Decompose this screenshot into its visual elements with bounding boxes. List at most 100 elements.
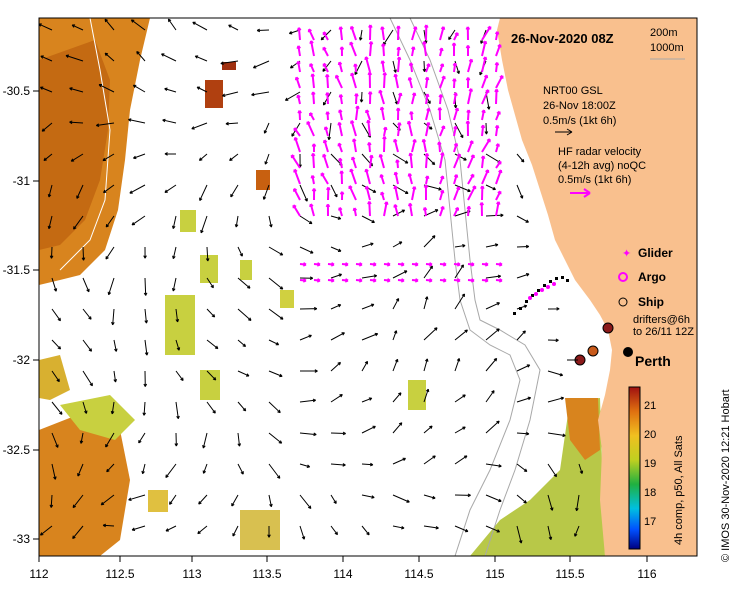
current-arrow	[106, 463, 115, 473]
current-arrow	[299, 246, 314, 254]
current-arrow	[41, 122, 53, 132]
current-arrow	[448, 29, 456, 41]
current-arrow	[516, 244, 530, 249]
current-arrow	[51, 370, 60, 383]
current-arrow	[237, 308, 252, 321]
current-arrow	[39, 86, 53, 93]
current-arrow	[309, 112, 315, 121]
perth-marker	[623, 347, 633, 357]
current-arrow	[330, 431, 346, 436]
current-arrow	[299, 276, 314, 281]
current-arrow	[467, 154, 475, 169]
current-arrow	[175, 339, 181, 351]
current-arrow	[110, 401, 115, 415]
current-arrow	[167, 18, 177, 31]
current-arrow	[82, 308, 92, 320]
current-arrow	[424, 24, 429, 41]
current-arrow	[454, 329, 468, 341]
current-arrow	[268, 215, 273, 228]
current-arrow	[495, 143, 500, 153]
current-arrow	[367, 142, 372, 153]
current-arrow	[454, 525, 469, 533]
current-arrow	[454, 358, 461, 372]
current-arrow	[380, 191, 385, 201]
current-arrow	[65, 54, 84, 62]
current-arrow	[198, 494, 208, 505]
current-arrow	[485, 274, 502, 279]
current-arrow	[131, 215, 146, 226]
current-arrow	[367, 71, 373, 89]
current-arrow	[383, 201, 389, 217]
current-arrow	[299, 184, 308, 202]
current-arrow	[338, 26, 344, 41]
current-arrow	[397, 262, 405, 267]
current-arrow	[379, 106, 385, 121]
current-arrow	[350, 72, 357, 89]
current-arrow	[311, 143, 317, 153]
current-arrow	[128, 118, 146, 124]
current-arrow	[383, 262, 391, 267]
current-arrow	[361, 494, 375, 499]
current-arrow	[293, 127, 301, 137]
current-arrow	[454, 122, 464, 139]
current-arrow	[481, 138, 491, 153]
radar-scale: 0.5m/s (1kt 6h)	[558, 174, 631, 186]
current-arrow	[313, 278, 321, 283]
current-arrow	[454, 153, 467, 161]
current-arrow	[194, 55, 208, 62]
current-arrow	[322, 60, 332, 72]
current-arrow	[467, 88, 473, 105]
current-arrow	[393, 138, 399, 153]
current-arrow	[299, 432, 317, 437]
current-arrow	[169, 494, 177, 505]
current-arrow	[82, 277, 90, 293]
current-arrow	[339, 191, 345, 201]
current-arrow	[380, 60, 385, 73]
current-arrow	[453, 278, 461, 283]
current-arrow	[481, 169, 490, 185]
current-arrow	[325, 73, 330, 89]
current-arrow	[322, 62, 329, 73]
current-arrow	[69, 120, 84, 125]
current-arrow	[309, 62, 315, 73]
x-tick-label: 112.5	[105, 567, 134, 581]
current-arrow	[339, 170, 344, 185]
x-tick-label: 116	[637, 567, 656, 581]
current-arrow	[379, 173, 385, 185]
current-arrow	[424, 152, 430, 169]
current-arrow	[196, 86, 208, 93]
current-arrow	[516, 463, 528, 473]
current-arrow	[104, 52, 115, 62]
current-arrow	[198, 153, 208, 161]
current-arrow	[382, 136, 387, 153]
current-arrow	[161, 53, 177, 62]
current-arrow	[206, 277, 214, 289]
current-arrow	[268, 494, 273, 508]
x-tick-label: 115	[485, 567, 504, 581]
sst-speck	[408, 380, 426, 410]
colorbar-caption: 4h comp, p50, All Sats	[673, 435, 685, 545]
current-arrow	[51, 401, 63, 415]
sst-speck	[200, 255, 218, 283]
current-arrow	[290, 154, 301, 169]
current-arrow	[354, 93, 359, 105]
current-arrow	[310, 174, 315, 185]
current-arrow	[237, 370, 250, 377]
current-arrow	[191, 122, 208, 130]
current-arrow	[222, 91, 239, 98]
current-arrow	[251, 91, 270, 97]
current-arrow	[454, 184, 471, 193]
current-arrow	[143, 370, 148, 387]
current-arrow	[481, 56, 488, 73]
current-arrow	[76, 184, 84, 199]
current-arrow	[485, 302, 500, 310]
current-arrow	[337, 61, 343, 73]
radar-subtitle: (4-12h avg) noQC	[558, 160, 646, 172]
current-arrow	[142, 401, 147, 416]
current-arrow	[495, 278, 503, 283]
current-arrow	[547, 338, 559, 343]
current-arrow	[175, 401, 180, 420]
current-arrow	[175, 370, 184, 382]
current-arrow	[366, 119, 371, 137]
current-arrow	[311, 188, 317, 201]
